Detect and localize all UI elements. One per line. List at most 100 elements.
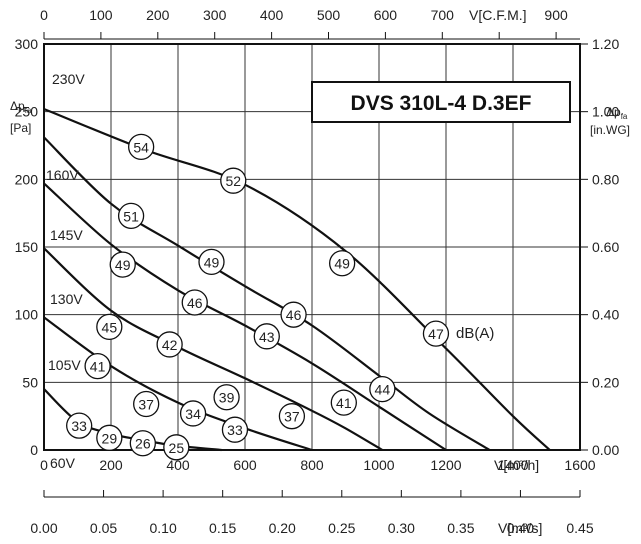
db-marker-label: 29 [102,430,118,446]
db-marker-label: 41 [90,359,106,375]
y-tick-label: 150 [15,239,39,255]
curve-145V [43,182,447,451]
db-marker-circle [253,323,280,350]
db-marker-label: 26 [135,436,151,452]
x-tick-label: 1000 [363,457,394,473]
db-marker-label: 49 [334,256,350,272]
x-m3s-tick-label: 0.10 [149,520,176,536]
title-box [311,81,571,123]
db-marker-circle [133,390,160,418]
x-m3s-tick-label: 0.30 [388,520,415,536]
db-marker-circle [84,352,111,380]
x-tick-label: 1200 [430,457,461,473]
db-marker-label: 43 [259,329,275,345]
db-marker-circle [328,250,356,277]
db-marker-circle [278,403,306,430]
db-marker-label: 33 [227,422,243,438]
x-cfm-tick-label: 900 [544,7,568,23]
x-tick-label: 800 [300,457,324,473]
axes: 0 200 400 600 800 1000 1200 1400 160005010015020… [15,7,620,536]
x-m3s-tick-label: 0.45 [566,520,593,536]
x-tick-label: 1600 [564,457,595,473]
x-tick-label: 600 [233,457,257,473]
db-marker-label: 37 [138,396,154,412]
y-tick-label: 200 [15,171,39,187]
x-cfm-tick-label: 300 [203,7,227,23]
y-right-label: Δpfa [606,105,628,121]
curves [43,107,551,452]
db-marker-circle [181,289,208,316]
y-right-tick-label: 0.20 [592,374,619,390]
voltage-label: 105V [48,357,81,373]
db-marker-label: 47 [428,326,444,342]
y-left-unit: [Pa] [10,121,31,135]
db-marker-circle [220,167,247,194]
db-marker-label: 46 [286,307,302,323]
db-marker-label: 34 [185,406,201,422]
db-marker-circle [213,384,240,411]
db-marker-circle [422,320,450,347]
y-right-unit: [in.WG] [590,123,630,137]
x-tick-label: 0 [40,457,48,473]
db-marker-circle [156,331,183,358]
db-marker-circle [163,434,190,461]
voltage-label: 145V [50,227,83,243]
voltage-label: 60V [50,455,76,471]
y-tick-label: 250 [15,104,39,120]
voltage-labels: 230V 160V 145V 130V 105V 60V [46,71,85,471]
db-unit-label: dB(A) [456,325,494,342]
x-cfm-tick-label: 400 [260,7,284,23]
db-marker-circle [179,400,207,427]
x-tick-label: 1400 [497,457,528,473]
x-m3s-tick-label: 0.05 [90,520,117,536]
y-right-tick-label: 0.80 [592,171,619,187]
y-tick-label: 50 [22,374,38,390]
db-marker-label: 49 [115,257,131,273]
x-cfm-tick-label: 200 [146,7,170,23]
db-marker-circle [129,430,156,457]
db-marker-circle [330,389,357,416]
x-tick-label: 400 [166,457,190,473]
y-tick-label: 0 [30,442,38,458]
db-markers: 54 52 51 49 49 49 47 46 46 45 43 42 44 41 41 37 39 37 34 33… [66,133,450,461]
db-marker-label: 52 [225,173,241,189]
x-bottom-label: V[m³/h] [494,457,539,473]
y-tick-label: 100 [15,307,39,323]
x-m3s-tick-label: 0.40 [507,520,534,536]
db-marker-circle [280,301,307,328]
curve-160V [43,136,491,451]
voltage-label: 130V [50,291,83,307]
x-m3s-tick-label: 0.00 [30,520,57,536]
x-cfm-label: V[C.F.M.] [469,7,527,23]
x-m3s-tick-label: 0.15 [209,520,236,536]
x-m3s-tick-label: 0.25 [328,520,355,536]
db-marker-label: 39 [219,390,235,406]
x-cfm-tick-label: 600 [374,7,398,23]
db-marker-label: 25 [169,440,185,456]
db-marker-label: 45 [102,319,118,335]
y-right-tick-label: 0.60 [592,239,619,255]
x-cfm-tick-label: 100 [89,7,113,23]
y-right-tick-label: 0.40 [592,307,619,323]
db-marker-circle [369,375,396,403]
db-marker-label: 42 [162,337,178,353]
db-marker-label: 54 [133,139,149,155]
curve-230V [43,107,551,451]
db-marker-label: 49 [204,254,220,270]
db-marker-circle [109,251,136,278]
x-m3s-tick-label: 0.20 [269,520,296,536]
db-marker-label: 33 [71,418,87,434]
curve-105V [43,316,313,452]
x-m3s-label: V[m³/s] [498,520,542,536]
db-marker-label: 46 [187,295,203,311]
y-right-tick-label: 0.00 [592,442,619,458]
y-tick-label: 300 [15,36,39,52]
x-cfm-tick-label: 500 [317,7,341,23]
y-left-label: Δpfa [10,99,32,115]
db-marker-circle [96,424,123,451]
x-cfm-tick-label: 0 [40,7,48,23]
db-marker-circle [96,313,123,340]
db-marker-label: 51 [123,208,139,224]
x-m3s-tick-label: 0.35 [447,520,474,536]
